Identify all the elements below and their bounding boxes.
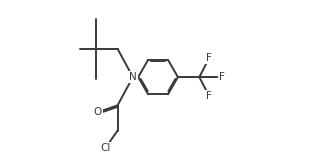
Text: F: F xyxy=(206,53,212,63)
Text: O: O xyxy=(94,107,102,117)
Text: Cl: Cl xyxy=(100,143,111,153)
Text: F: F xyxy=(206,91,212,101)
Text: N: N xyxy=(129,72,137,82)
Text: F: F xyxy=(219,72,224,82)
